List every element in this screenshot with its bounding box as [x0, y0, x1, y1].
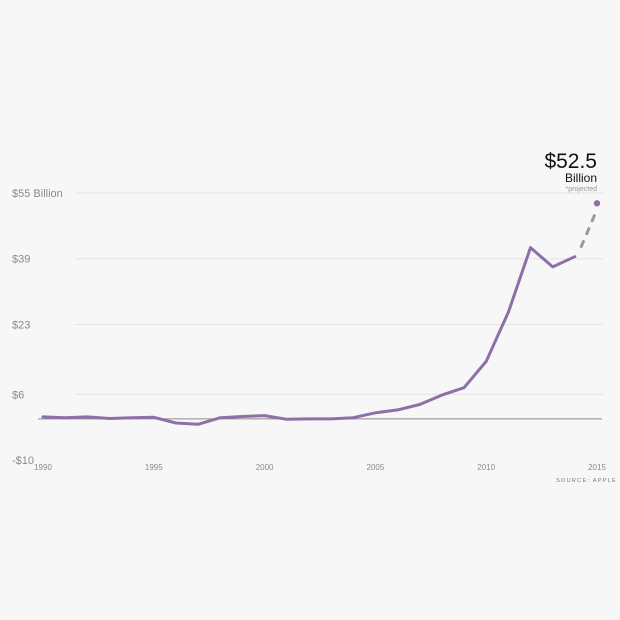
callout-value: $52.5	[544, 150, 597, 173]
source-label: SOURCE: APPLE	[556, 478, 617, 484]
x-tick-label: 2000	[256, 463, 274, 472]
projection-line	[579, 208, 599, 249]
x-tick-label: 2005	[367, 463, 385, 472]
callout-note: *projected	[565, 186, 597, 193]
y-tick-label: -$10	[12, 455, 34, 467]
series-line	[41, 246, 577, 426]
y-tick-label: $23	[12, 319, 30, 331]
gridlines	[75, 192, 603, 395]
projection-point	[593, 200, 601, 207]
y-tick-label: $6	[12, 389, 24, 401]
x-tick-label: 1990	[34, 463, 52, 472]
x-tick-label: 2010	[477, 463, 495, 472]
y-tick-label: $55 Billion	[12, 188, 63, 200]
x-tick-label: 1995	[145, 463, 163, 472]
y-axis-labels: $55 Billion $39 $23 $6 -$10	[12, 188, 63, 467]
y-tick-label: $39	[12, 254, 30, 266]
x-tick-label: 2015	[588, 463, 606, 472]
callout-unit: Billion	[565, 171, 597, 185]
x-axis-labels: 1990 1995 2000 2005 2010 2015	[34, 463, 606, 472]
